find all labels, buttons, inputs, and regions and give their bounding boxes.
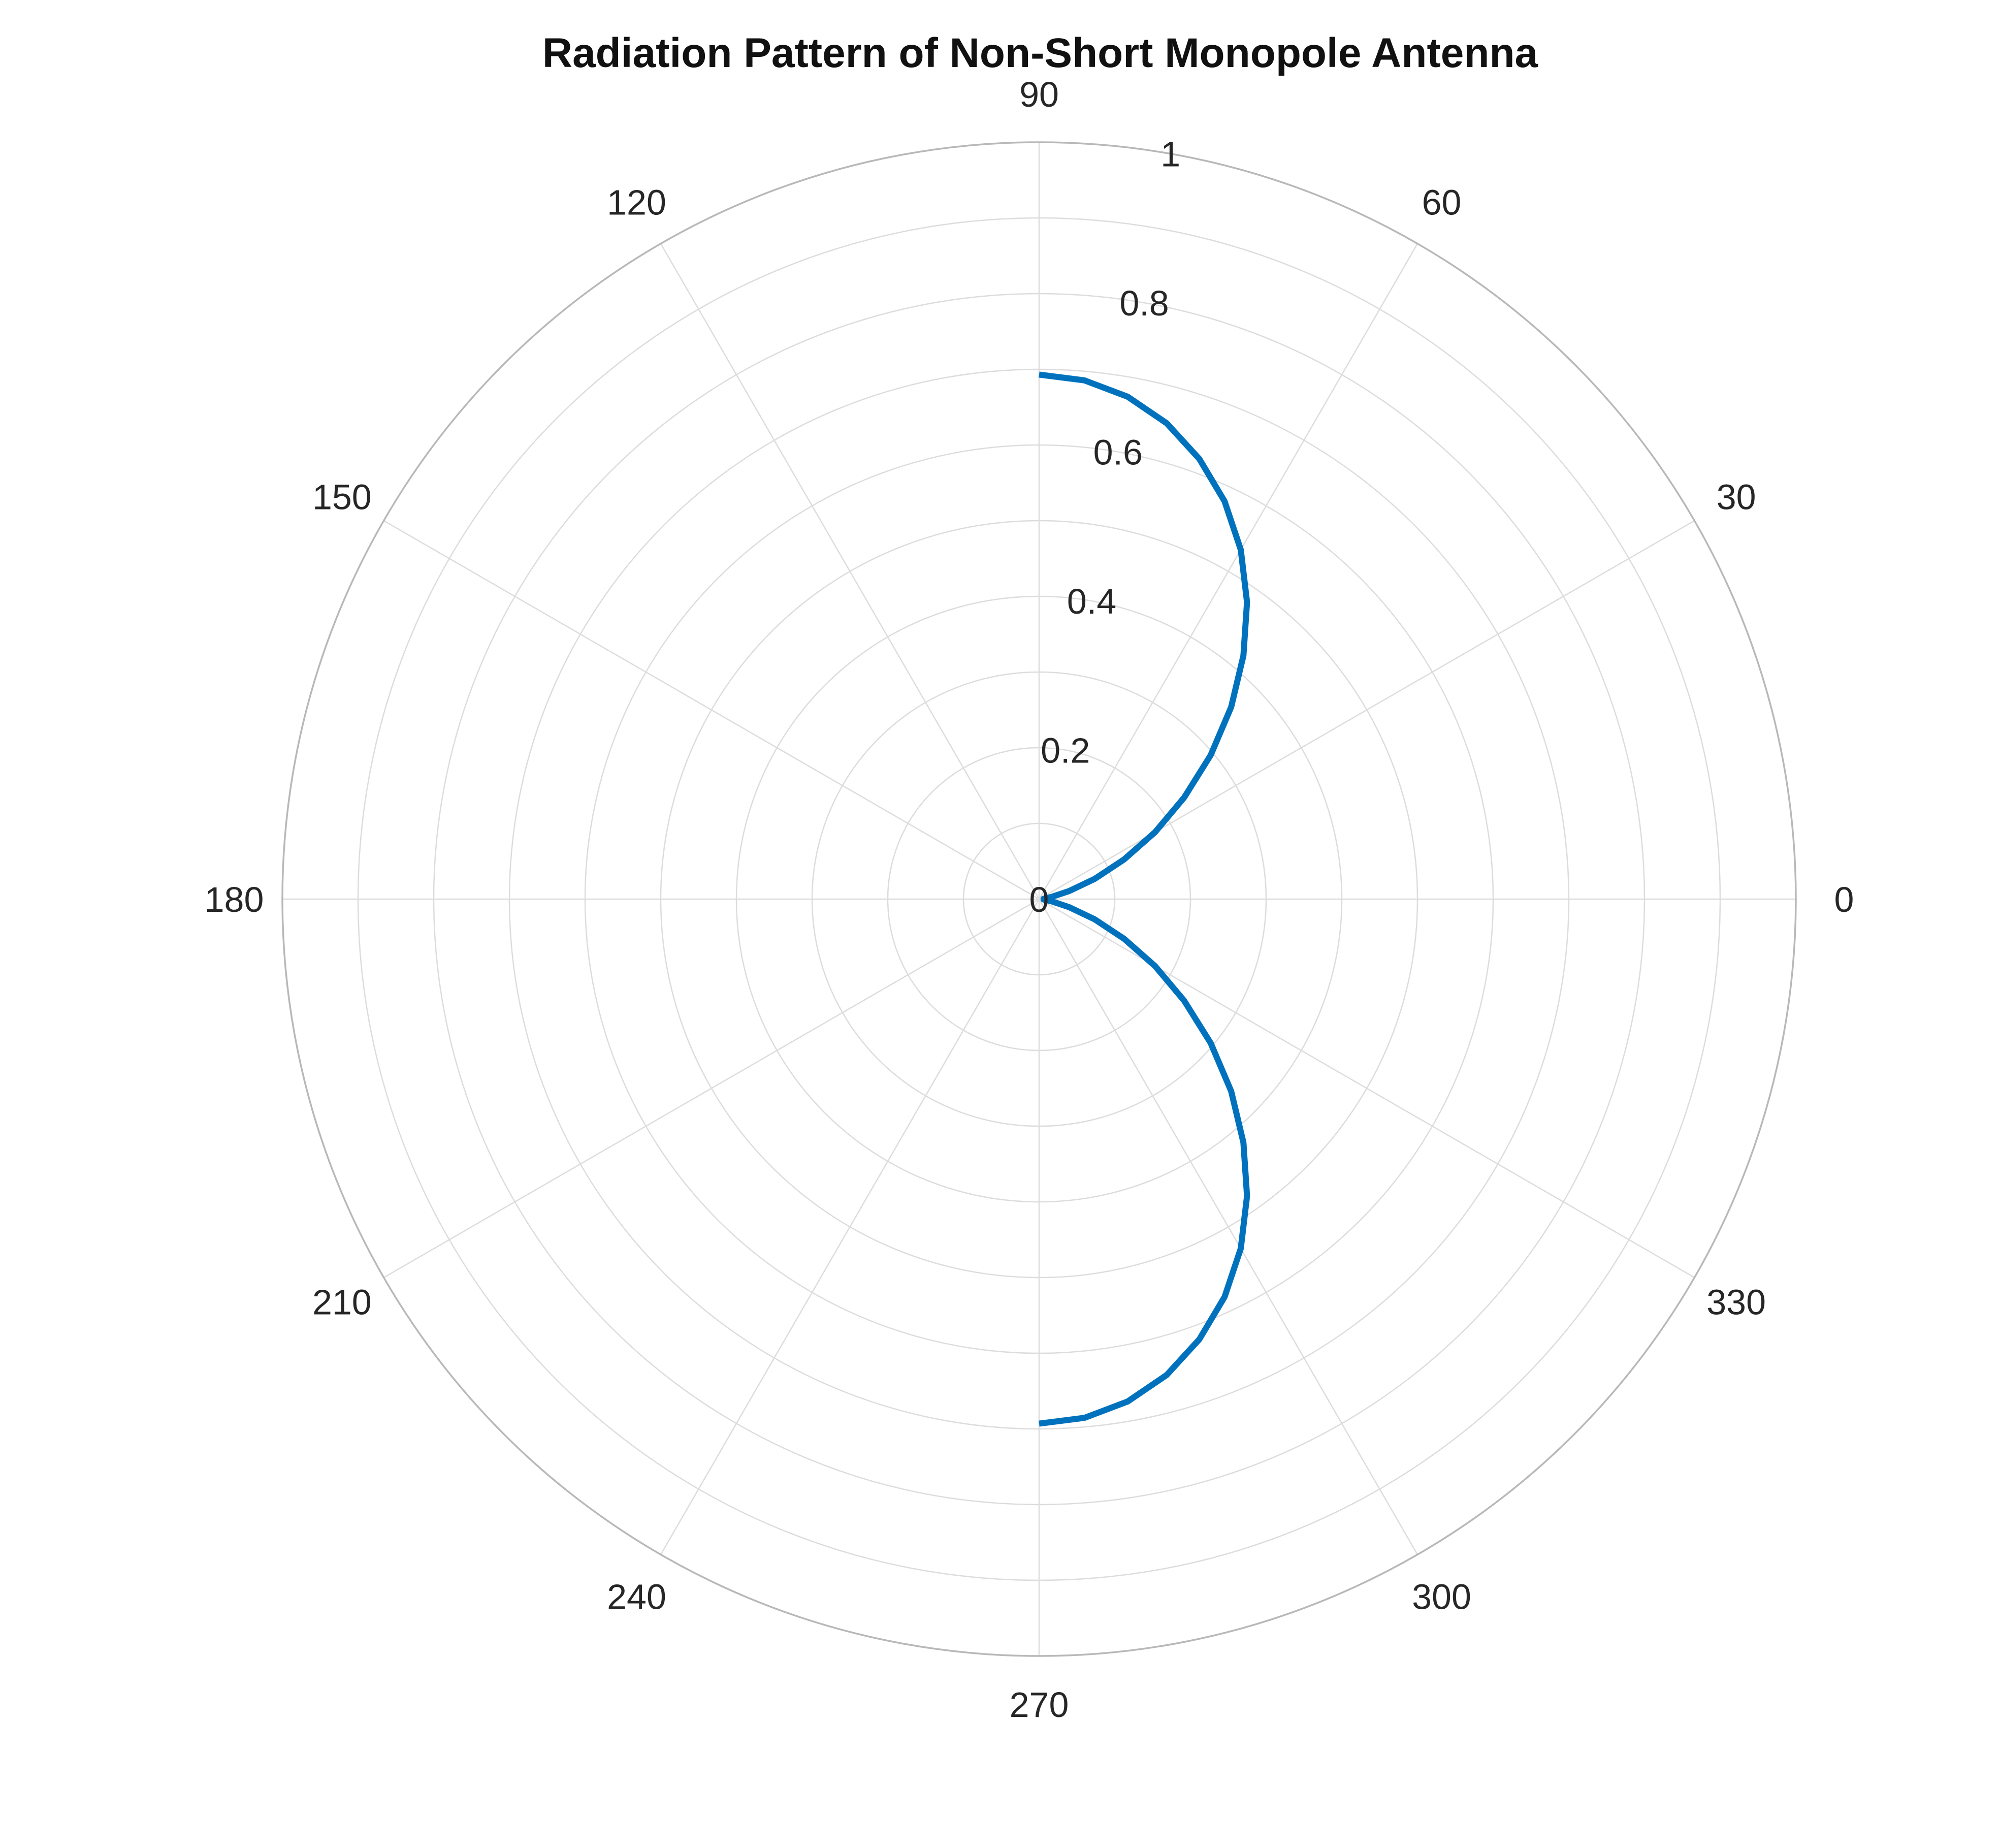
angular-tick-label-180: 180 [205,880,264,919]
angular-tick-label-270: 270 [1010,1685,1069,1725]
radial-grid-ring [584,444,1494,1354]
radial-tick-label-1: 0.2 [1041,731,1090,771]
radial-grid-ring [433,293,1646,1506]
angular-tick-label-120: 120 [607,182,666,222]
radial-tick-label-5: 1 [1160,135,1180,174]
angular-tick-label-300: 300 [1412,1577,1471,1617]
angular-tick-label-240: 240 [607,1577,666,1617]
radial-tick-label-0: 0 [1029,880,1049,919]
radial-grid-ring [735,595,1343,1203]
series-line-0 [1039,371,1250,1427]
angular-tick-label-150: 150 [312,477,372,517]
angular-tick-label-90: 90 [1019,75,1059,114]
chart-title: Radiation Pattern of Non-Short Monopole … [542,30,1539,76]
outer-ring [281,141,1797,1657]
series-layer [1039,371,1250,1427]
tick-labels: 0 30 60 90 120 150 180 210 240 270 300 330 0 0.2 0.4 0.… [205,75,1854,1725]
radial-grid-ring [962,822,1116,976]
radial-grid-ring [357,217,1721,1581]
angular-tick-label-30: 30 [1717,477,1756,517]
radial-tick-label-3: 0.6 [1093,433,1143,472]
angular-tick-label-0: 0 [1834,880,1854,919]
radial-grid-ring [508,368,1570,1430]
radial-grid-ring [660,520,1418,1279]
radial-tick-label-4: 0.8 [1119,283,1169,323]
angular-tick-label-210: 210 [312,1283,372,1322]
radial-tick-label-2: 0.4 [1067,582,1116,621]
radial-grid-ring [811,671,1267,1127]
angular-tick-label-330: 330 [1706,1283,1766,1322]
angular-tick-label-60: 60 [1422,182,1462,222]
radial-grid-ring [887,747,1191,1052]
